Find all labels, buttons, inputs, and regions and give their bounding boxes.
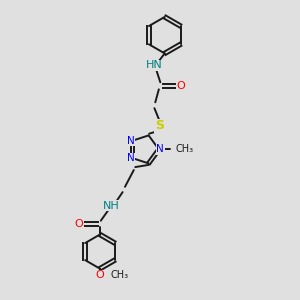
Text: N: N [127,153,135,163]
Text: S: S [155,119,164,132]
Text: N: N [127,136,135,146]
Text: O: O [96,270,104,280]
Text: O: O [74,219,83,229]
Text: O: O [176,81,185,91]
Text: N: N [156,144,164,154]
Text: NH: NH [103,201,120,211]
Text: CH₃: CH₃ [110,270,128,280]
Text: HN: HN [146,60,163,70]
Text: CH₃: CH₃ [176,144,194,154]
